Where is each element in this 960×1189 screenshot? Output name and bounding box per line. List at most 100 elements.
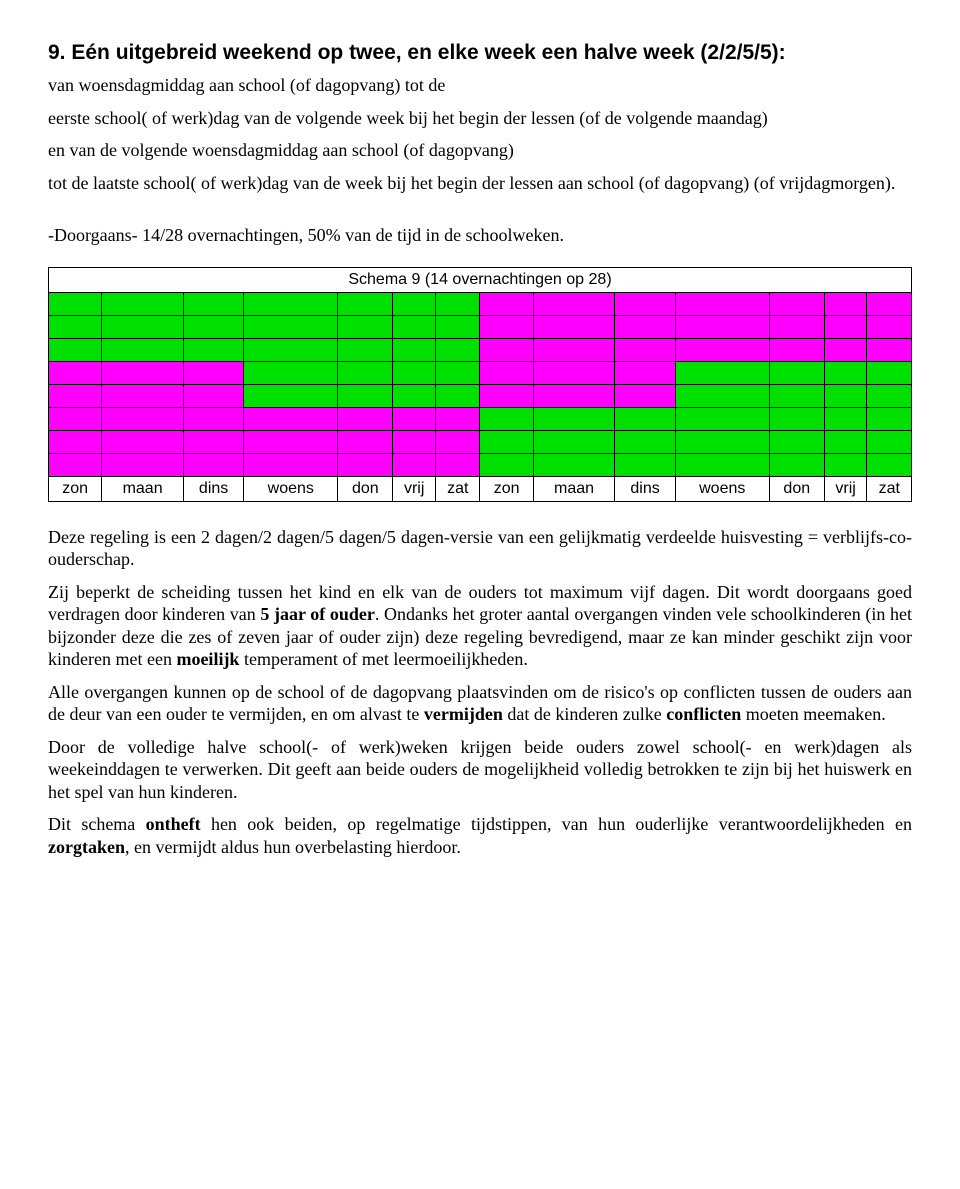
schedule-cell: [533, 361, 615, 384]
schedule-cell: [49, 315, 102, 338]
bold-span: moeilijk: [176, 649, 239, 669]
schedule-cell: [675, 338, 769, 361]
schedule-row: [49, 453, 912, 476]
schedule-cell: [615, 338, 675, 361]
schedule-cell: [533, 384, 615, 407]
schedule-cell: [393, 292, 436, 315]
bold-span: vermijden: [424, 704, 503, 724]
schedule-cell: [533, 292, 615, 315]
schedule-day-cell: don: [769, 476, 824, 501]
body-paragraph-3: Alle overgangen kunnen op de school of d…: [48, 681, 912, 726]
schedule-cell: [533, 430, 615, 453]
schedule-cell: [102, 430, 184, 453]
schedule-cell: [533, 453, 615, 476]
text-span: temperament of met leermoeilijkheden.: [239, 649, 527, 669]
schedule-cell: [436, 315, 480, 338]
schedule-cell: [183, 407, 243, 430]
schedule-cell: [769, 453, 824, 476]
schedule-cell: [480, 453, 533, 476]
schedule-cell: [49, 361, 102, 384]
schedule-cell: [867, 315, 912, 338]
schedule-cell: [338, 384, 393, 407]
schedule-cell: [615, 361, 675, 384]
body-paragraph-4: Door de volledige halve school(- of werk…: [48, 736, 912, 804]
schedule-cell: [102, 361, 184, 384]
schedule-cell: [183, 361, 243, 384]
schedule-cell: [769, 361, 824, 384]
schedule-day-cell: dins: [615, 476, 675, 501]
schedule-cell: [769, 338, 824, 361]
schedule-cell: [769, 430, 824, 453]
schedule-cell: [436, 384, 480, 407]
schedule-cell: [102, 292, 184, 315]
schedule-cell: [480, 292, 533, 315]
schedule-cell: [244, 384, 338, 407]
schedule-cell: [867, 430, 912, 453]
schedule-cell: [867, 384, 912, 407]
schedule-day-cell: woens: [675, 476, 769, 501]
bold-span: conflicten: [666, 704, 741, 724]
schedule-row: [49, 361, 912, 384]
schedule-cell: [102, 384, 184, 407]
schedule-cell: [675, 407, 769, 430]
schedule-cell: [533, 315, 615, 338]
schedule-cell: [244, 453, 338, 476]
schedule-cell: [436, 292, 480, 315]
schedule-day-row: zonmaandinswoensdonvrijzatzonmaandinswoe…: [49, 476, 912, 501]
schedule-cell: [769, 407, 824, 430]
schedule-cell: [49, 292, 102, 315]
schedule-cell: [480, 361, 533, 384]
schedule-cell: [102, 407, 184, 430]
summary-line: -Doorgaans- 14/28 overnachtingen, 50% va…: [48, 224, 912, 247]
schedule-cell: [533, 338, 615, 361]
section-heading: 9. Eén uitgebreid weekend op twee, en el…: [48, 40, 912, 66]
schedule-row: [49, 292, 912, 315]
schedule-cell: [338, 338, 393, 361]
schedule-cell: [338, 407, 393, 430]
schedule-cell: [244, 407, 338, 430]
schedule-cell: [338, 292, 393, 315]
schedule-cell: [183, 315, 243, 338]
schedule-cell: [338, 453, 393, 476]
schedule-cell: [244, 338, 338, 361]
schedule-day-cell: don: [338, 476, 393, 501]
schedule-day-cell: woens: [244, 476, 338, 501]
schedule-cell: [393, 338, 436, 361]
schedule-row: [49, 384, 912, 407]
schedule-cell: [480, 338, 533, 361]
schedule-cell: [824, 315, 867, 338]
intro-paragraph-3: en van de volgende woensdagmiddag aan sc…: [48, 139, 912, 162]
schedule-cell: [183, 384, 243, 407]
schedule-cell: [615, 315, 675, 338]
schedule-cell: [824, 292, 867, 315]
body-paragraph-2: Zij beperkt de scheiding tussen het kind…: [48, 581, 912, 671]
schedule-cell: [393, 407, 436, 430]
schedule-cell: [615, 430, 675, 453]
schedule-cell: [675, 384, 769, 407]
schedule-cell: [769, 315, 824, 338]
schedule-cell: [480, 315, 533, 338]
schedule-cell: [393, 384, 436, 407]
schedule-cell: [338, 315, 393, 338]
schedule-cell: [244, 430, 338, 453]
schedule-day-cell: zat: [436, 476, 480, 501]
schedule-cell: [436, 361, 480, 384]
schedule-day-cell: vrij: [824, 476, 867, 501]
schedule-cell: [824, 361, 867, 384]
schedule-cell: [49, 338, 102, 361]
schedule-cell: [867, 292, 912, 315]
schedule-cell: [49, 430, 102, 453]
schedule-cell: [183, 292, 243, 315]
schedule-cell: [393, 315, 436, 338]
schedule-day-cell: dins: [183, 476, 243, 501]
schedule-cell: [675, 292, 769, 315]
schedule-cell: [393, 430, 436, 453]
schedule-cell: [480, 430, 533, 453]
schedule-cell: [183, 338, 243, 361]
schedule-cell: [183, 453, 243, 476]
text-span: hen ook beiden, op regelmatige tijdstipp…: [201, 814, 912, 834]
schedule-cell: [393, 361, 436, 384]
schedule-cell: [824, 338, 867, 361]
body-paragraph-1: Deze regeling is een 2 dagen/2 dagen/5 d…: [48, 526, 912, 571]
schedule-cell: [102, 453, 184, 476]
